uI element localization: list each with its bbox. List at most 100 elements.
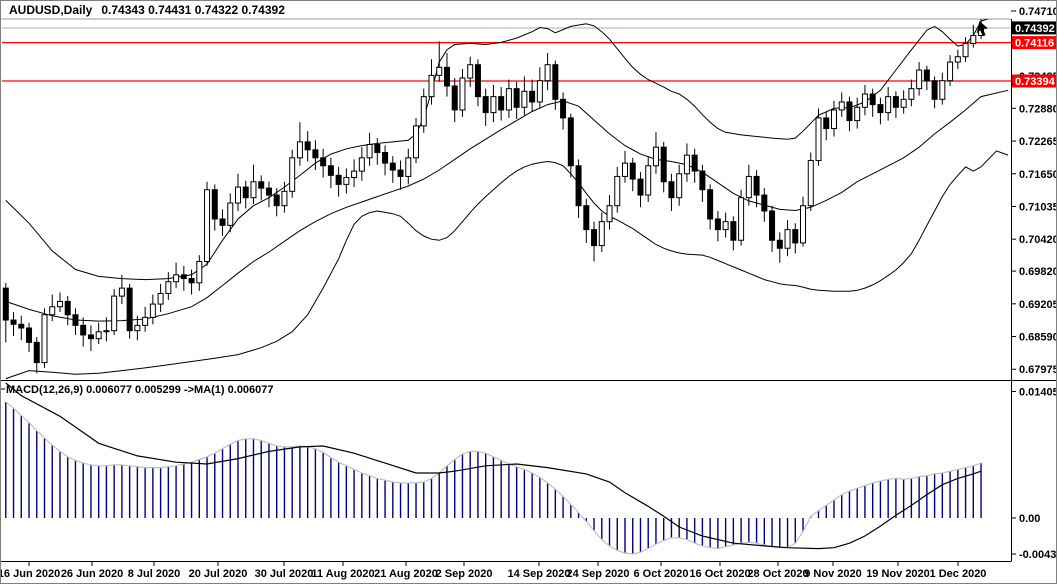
main-chart-area[interactable] [1, 13, 1011, 380]
candle-down [443, 53, 450, 97]
candle-up [103, 317, 110, 342]
candle-body [676, 173, 683, 199]
candle-body [126, 287, 133, 332]
candle-down [591, 221, 598, 262]
candle-up [861, 84, 868, 116]
candle-down [730, 216, 737, 251]
candle-down [892, 91, 899, 118]
candle-body [490, 96, 497, 114]
candle-body [776, 239, 783, 249]
candle-body [652, 146, 659, 167]
candle-body [149, 303, 156, 318]
candle-body [830, 109, 837, 130]
time-axis[interactable]: 16 Jun 2020 26 Jun 2020 8 Jul 2020 20 Jul 2… [1, 562, 986, 580]
current-price-badge-label: 0.74392 [1015, 23, 1055, 35]
candle-down [10, 312, 17, 336]
candle-up [95, 322, 102, 344]
candle-up [111, 289, 118, 335]
candle-up [536, 67, 543, 109]
macd-axis[interactable]: 0.014052 0.00 -0.004396 [1011, 387, 1057, 561]
date-label: 26 Jun 2020 [61, 568, 123, 580]
candle-up [490, 84, 497, 123]
candle-body [629, 162, 636, 180]
macd-histogram-layer [5, 401, 982, 554]
candle-body [134, 324, 141, 332]
candle-up [351, 159, 358, 188]
candle-body [111, 295, 118, 332]
candle-body [80, 324, 87, 336]
candle-up [745, 164, 752, 206]
candle-down [583, 198, 590, 243]
candle-down [474, 59, 481, 107]
candle-body [382, 151, 389, 164]
candle-down [80, 317, 87, 347]
candle-body [33, 341, 40, 364]
candle-body [598, 221, 605, 247]
candle-down [877, 97, 884, 125]
price-tick-label: 0.70420 [1019, 234, 1057, 246]
candle-up [505, 79, 512, 118]
price-tick-label: 0.71650 [1019, 169, 1057, 181]
chart-title: AUDUSD,Daily 0.74343 0.74431 0.74322 0.74… [9, 3, 285, 17]
price-tick-label: 0.68590 [1019, 332, 1057, 344]
candle-up [134, 315, 141, 341]
candle-up [358, 147, 365, 181]
price-axis[interactable]: 0.747100.734850.728800.722650.716500.710… [1011, 6, 1057, 376]
candle-body [118, 287, 125, 297]
candle-body [428, 74, 435, 98]
candle-up [544, 53, 551, 91]
current-price-badge: 0.74392 [1012, 21, 1056, 35]
candle-down [769, 205, 776, 252]
date-label: 30 Jul 2020 [255, 568, 314, 580]
candle-body [892, 96, 899, 108]
candle-body [103, 330, 110, 333]
candle-body [769, 210, 776, 241]
macd-tick-label: -0.004396 [1019, 549, 1057, 561]
price-tick-label: 0.69820 [1019, 266, 1057, 278]
candle-up [652, 132, 659, 174]
candle-body [846, 101, 853, 122]
candle-down [714, 211, 721, 242]
candle-body [699, 170, 706, 191]
candle-body [660, 146, 667, 183]
candle-down [529, 79, 536, 112]
candle-down [869, 88, 876, 117]
candle-up [289, 149, 296, 198]
candle-body [26, 327, 33, 343]
price-tick-label: 0.74710 [1019, 6, 1057, 18]
candle-body [467, 64, 474, 79]
panel-frames [1, 18, 1056, 562]
candle-up [41, 308, 48, 368]
candle-up [165, 272, 172, 300]
candle-body [606, 205, 613, 223]
candle-body [204, 189, 211, 263]
candle-up [521, 76, 528, 116]
candle-down [382, 145, 389, 176]
candle-body [87, 334, 94, 340]
price-tick-label: 0.71035 [1019, 201, 1057, 213]
candle-up [606, 195, 613, 230]
candle-up [413, 117, 420, 164]
candle-body [227, 202, 234, 226]
candle-down [320, 148, 327, 178]
candle-body [792, 229, 799, 244]
candle-up [49, 294, 56, 322]
ohlc-values-label: 0.74343 0.74431 0.74322 0.74392 [101, 3, 285, 17]
candle-body [265, 187, 272, 196]
candle-up [900, 90, 907, 114]
candle-down [660, 141, 667, 193]
price-pointer-arrow-icon[interactable] [976, 21, 988, 37]
price-tick-label: 0.67975 [1019, 364, 1057, 376]
candle-up [738, 189, 745, 246]
candle-body [211, 189, 218, 220]
macd-panel[interactable] [5, 382, 982, 555]
candle-down [389, 156, 396, 183]
candle-down [691, 148, 698, 183]
candle-body [885, 96, 892, 114]
candle-up [908, 79, 915, 107]
candle-body [583, 205, 590, 231]
candle-down [923, 65, 930, 91]
date-label: 8 Jul 2020 [128, 568, 181, 580]
candle-body [908, 88, 915, 100]
candle-body [637, 178, 644, 196]
